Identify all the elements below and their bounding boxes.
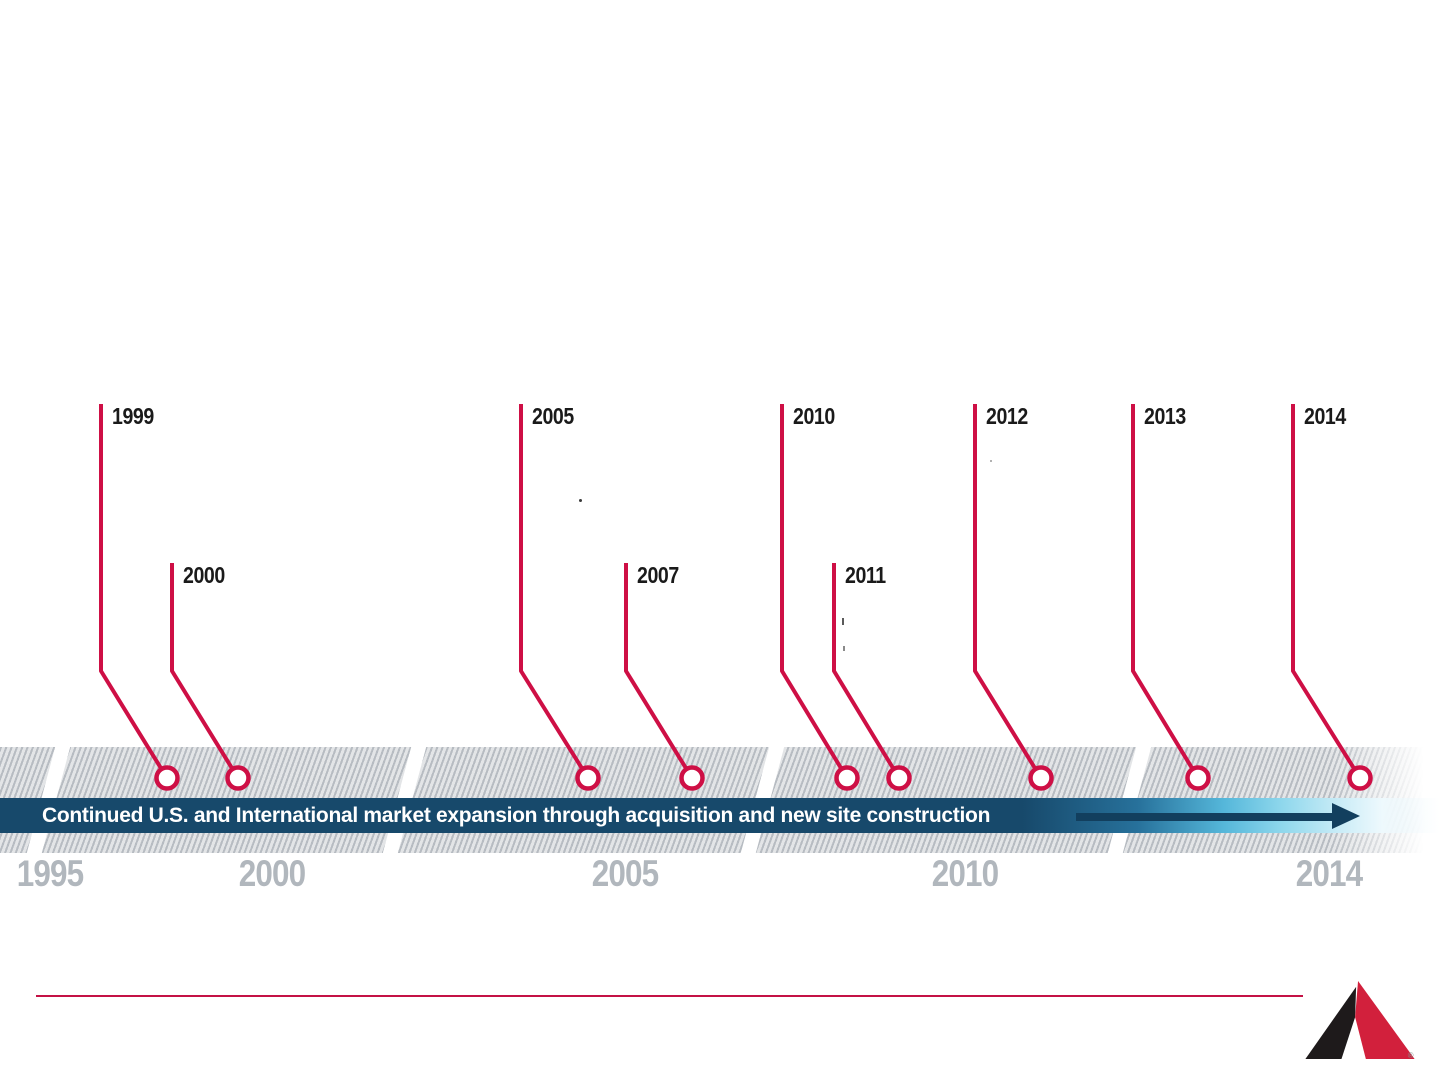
- connector-2012: [973, 404, 1043, 780]
- footer-rule: [36, 995, 1303, 997]
- marker-2011: [886, 765, 912, 791]
- registered-mark: ®: [1408, 1051, 1414, 1059]
- marker-2005: [575, 765, 601, 791]
- right-arrow-icon: [1076, 813, 1334, 821]
- logo-right-peak: [1355, 981, 1415, 1059]
- right-arrow-head-icon: [1332, 803, 1360, 829]
- connector-2011: [832, 563, 901, 780]
- connector-2014: [1291, 404, 1362, 780]
- speck: [579, 499, 582, 502]
- logo-left-peak: [1305, 986, 1357, 1059]
- speck: [990, 460, 992, 462]
- company-logo: ®: [1305, 981, 1415, 1059]
- speck: [843, 646, 845, 651]
- marker-2013: [1185, 765, 1211, 791]
- marker-2010: [834, 765, 860, 791]
- marker-2007: [679, 765, 705, 791]
- connector-2007: [624, 563, 694, 780]
- marker-2014: [1347, 765, 1373, 791]
- connector-2005: [519, 404, 590, 780]
- banner-text: Continued U.S. and International market …: [42, 804, 991, 827]
- connector-1999: [99, 404, 169, 780]
- marker-1999: [154, 765, 180, 791]
- connector-2010: [780, 404, 849, 780]
- connector-2000: [170, 563, 240, 780]
- connector-2013: [1131, 404, 1200, 780]
- marker-2000: [225, 765, 251, 791]
- marker-2012: [1028, 765, 1054, 791]
- speck: [842, 618, 844, 625]
